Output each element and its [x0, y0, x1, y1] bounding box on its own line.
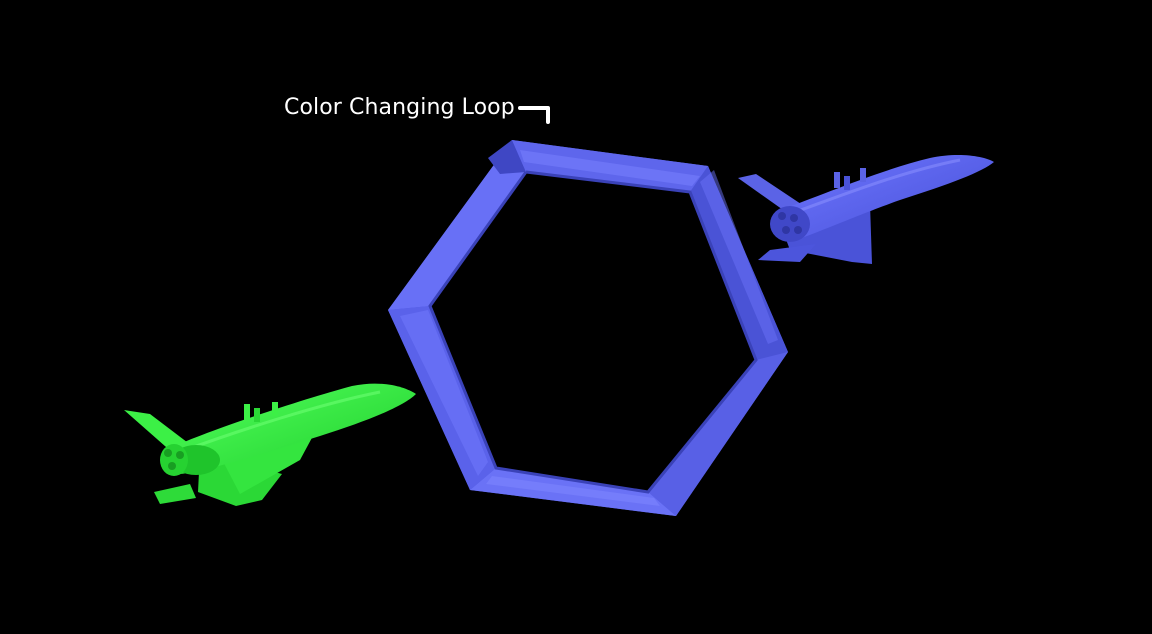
space-shuttle-blue[interactable] — [738, 155, 994, 264]
loop-label: Color Changing Loop — [284, 90, 515, 124]
hexagon-loop[interactable] — [388, 140, 788, 516]
space-shuttle-green[interactable] — [124, 383, 416, 506]
loop-label-text: Color Changing Loop — [284, 94, 515, 120]
bracket-icon — [518, 106, 550, 124]
